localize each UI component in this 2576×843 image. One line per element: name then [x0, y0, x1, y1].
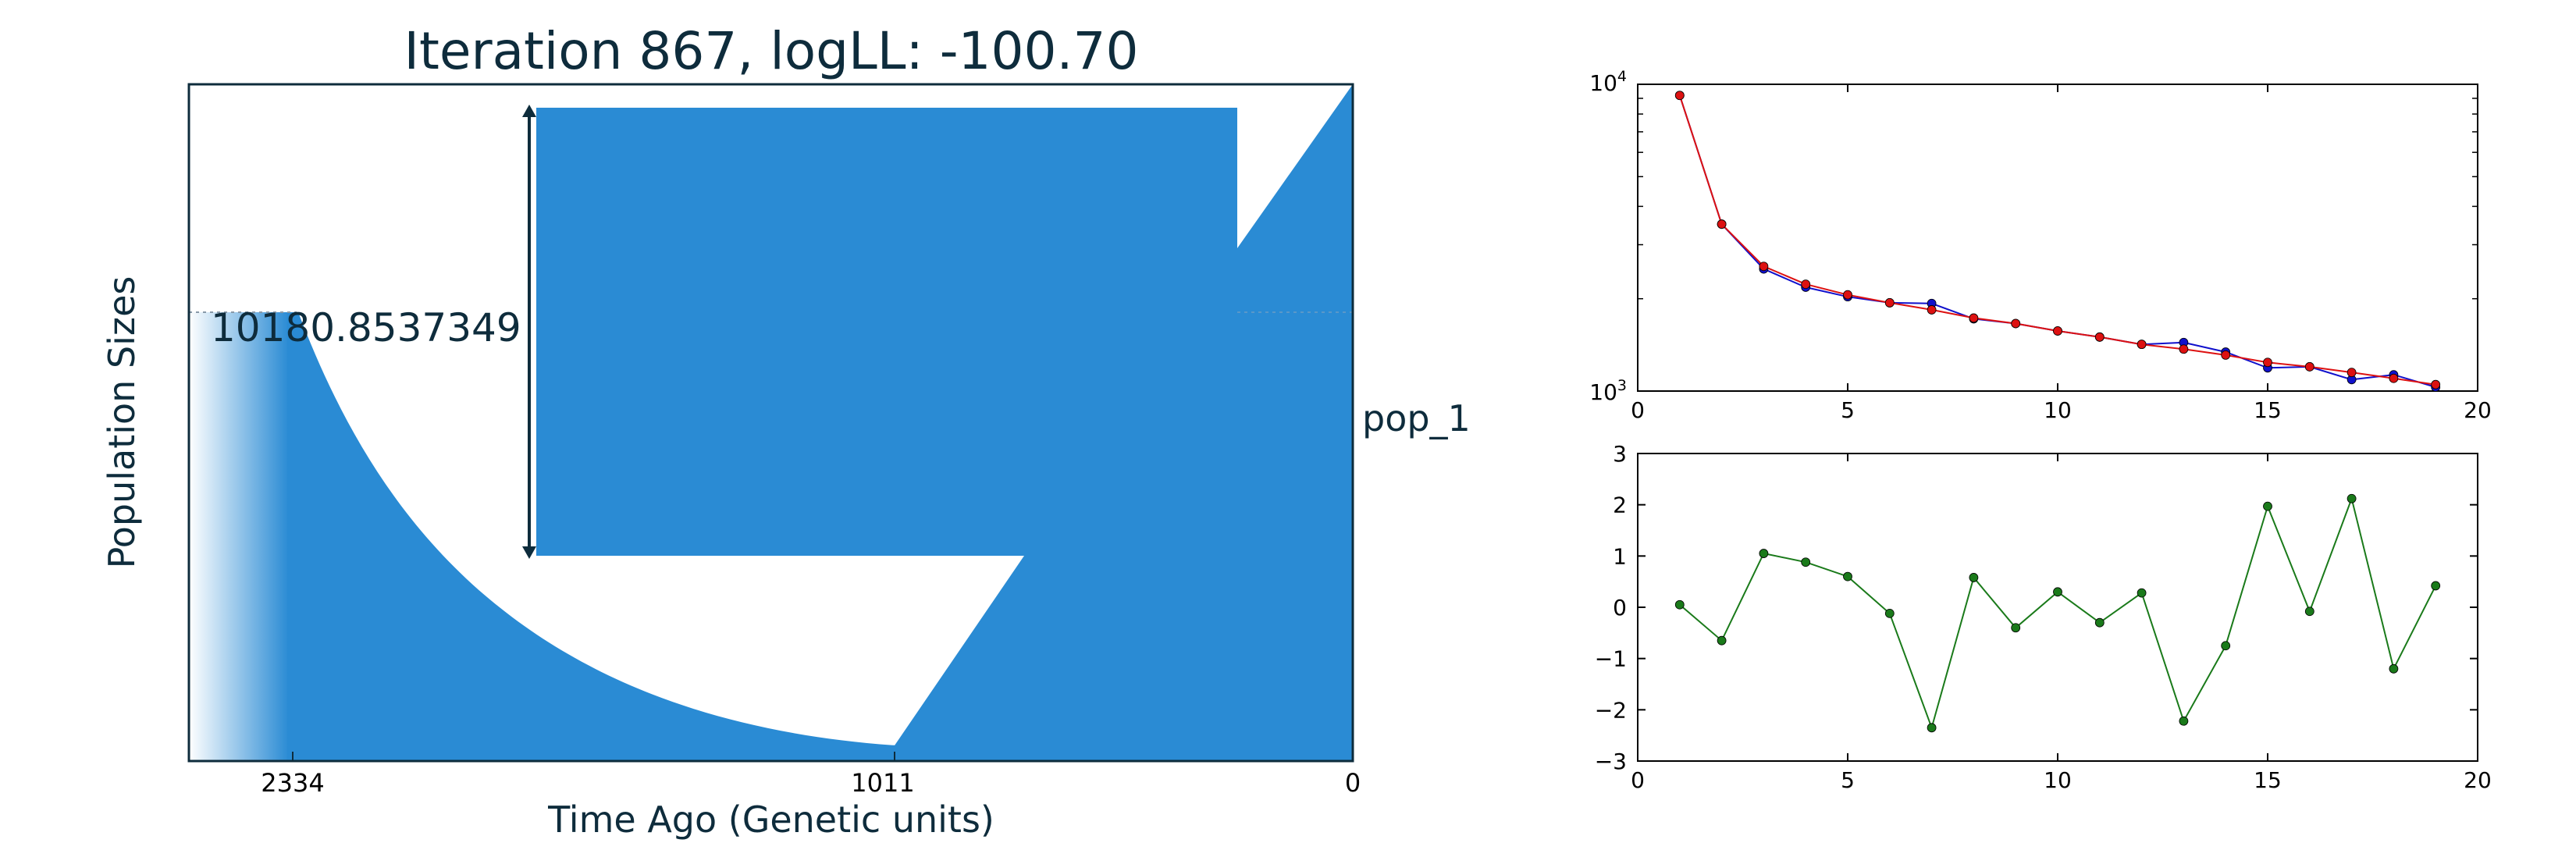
series-point-1: [2094, 332, 2105, 342]
population-plot-frame: [187, 83, 1354, 763]
series-point-0: [1843, 571, 1852, 582]
series-line-1: [1678, 94, 2436, 386]
population-recent-area: [536, 84, 1353, 761]
series-point-1: [1884, 297, 1895, 308]
series-point-0: [2389, 663, 2399, 674]
y-tick-label-top: 104: [1589, 68, 1627, 96]
series-point-1: [2304, 361, 2314, 372]
x-tick-label: 20: [2464, 397, 2492, 423]
x-tick-label: 1011: [851, 768, 914, 798]
x-tick-label: 15: [2254, 397, 2282, 423]
population-ancestral-area: [287, 312, 896, 761]
y-axis-label: Population Sizes: [101, 276, 143, 569]
chart-title: Iteration 867, logLL: -100.70: [404, 21, 1139, 81]
population-label: pop_1: [1362, 397, 1471, 439]
series-point-1: [1843, 290, 1852, 300]
series-point-0: [2431, 581, 2441, 591]
series-point-0: [1969, 573, 1979, 582]
size-arrow-head-bottom: [522, 546, 536, 559]
log-plot-frame: [1637, 84, 2478, 392]
series-point-1: [1674, 91, 1685, 101]
x-tick-label: 0: [1631, 397, 1645, 423]
series-point-0: [1674, 599, 1685, 610]
series-point-0: [2094, 617, 2105, 628]
series-point-0: [2347, 493, 2357, 503]
series-point-1: [2263, 357, 2272, 368]
x-tick-label: 5: [1841, 397, 1855, 423]
y-tick-label: 3: [1613, 441, 1627, 467]
x-tick-label: 0: [1345, 768, 1361, 798]
series-point-1: [1969, 313, 1979, 323]
series-point-1: [2347, 368, 2357, 378]
log-chart-marks: 0 5 10 15 20: [1631, 84, 2492, 423]
y-tick-label: 0: [1613, 595, 1627, 621]
series-point-1: [1927, 305, 1937, 315]
series-point-1: [2179, 344, 2189, 354]
series-point-0: [2179, 716, 2189, 726]
series-point-0: [1759, 549, 1769, 558]
population-size-annotation: 10180.8537349: [211, 305, 521, 350]
y-tick-label: −3: [1595, 749, 1627, 774]
series-point-1: [2221, 350, 2231, 360]
series-point-0: [2011, 623, 2021, 633]
x-tick-label: 2334: [261, 768, 324, 798]
x-tick-label: 10: [2044, 767, 2072, 793]
series-point-0: [2221, 641, 2231, 651]
y-tick-label-bottom: 103: [1589, 377, 1627, 405]
series-point-1: [1801, 279, 1811, 290]
series-point-0: [1717, 635, 1727, 646]
x-axis-label: Time Ago (Genetic units): [547, 799, 994, 841]
series-point-0: [1927, 723, 1937, 733]
size-arrow-head-top: [522, 105, 536, 117]
series-point-1: [2389, 373, 2399, 383]
series-point-1: [2053, 326, 2062, 336]
x-tick-label: 10: [2044, 397, 2072, 423]
y-tick-label: 1: [1613, 543, 1627, 569]
x-tick-label: 5: [1841, 767, 1855, 793]
x-tick-label: 0: [1631, 767, 1645, 793]
series-point-1: [2011, 318, 2021, 329]
series-point-0: [2263, 501, 2272, 511]
series-point-0: [1884, 608, 1895, 618]
y-tick-label: −2: [1595, 697, 1627, 723]
series-point-0: [2137, 588, 2147, 598]
y-tick-label: 2: [1613, 493, 1627, 518]
x-tick-label: 20: [2464, 767, 2492, 793]
series-point-1: [1717, 219, 1727, 229]
x-tick-label: 15: [2254, 767, 2282, 793]
series-point-1: [1759, 261, 1769, 272]
series-point-0: [1801, 557, 1811, 567]
series-point-1: [2137, 340, 2147, 350]
population-fade-band: [189, 312, 289, 761]
series-line-0: [1679, 496, 2437, 731]
series-point-0: [2304, 606, 2314, 617]
series-point-0: [2053, 587, 2062, 597]
y-tick-label: −1: [1595, 646, 1627, 672]
population-chart: Iteration 867, logLL: -100.70 10180.8537…: [101, 21, 1471, 841]
series-point-1: [2431, 379, 2441, 389]
series-line-0: [1678, 94, 2436, 388]
log-comparison-chart: 0 5 10 15 20 104 103: [1589, 68, 2492, 423]
